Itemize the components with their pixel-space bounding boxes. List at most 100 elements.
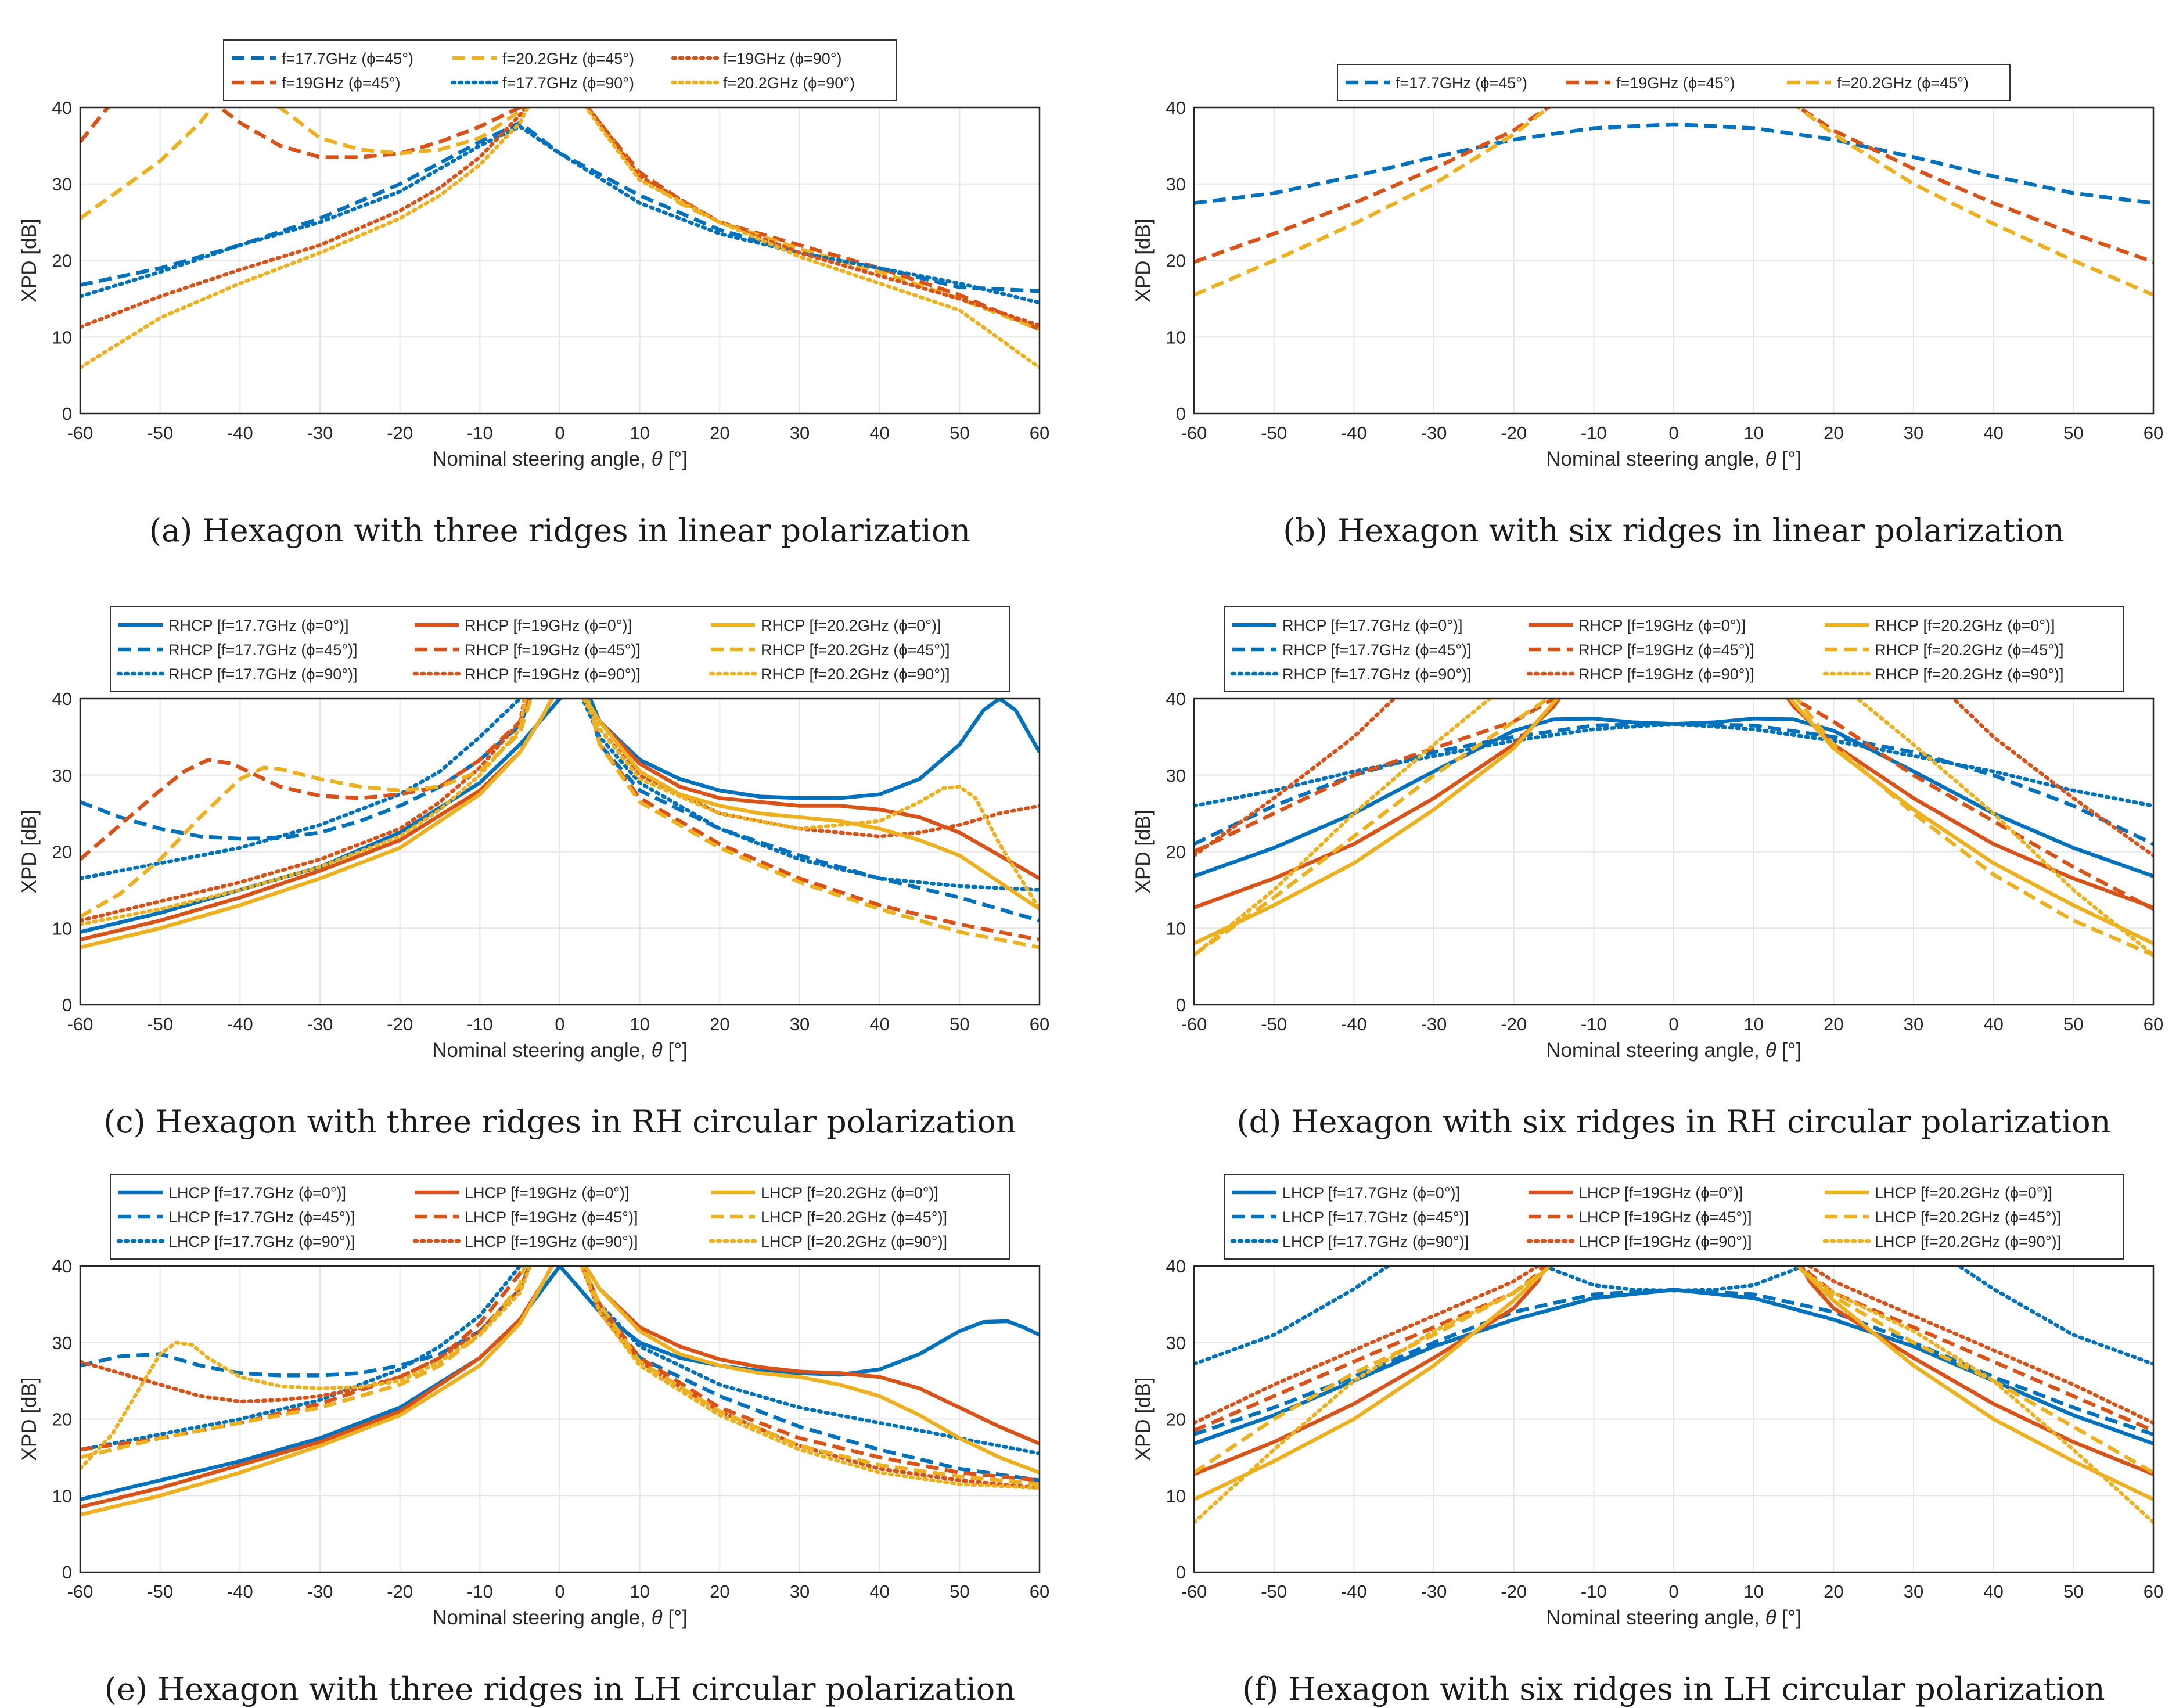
x-axis-label: Nominal steering angle, θ [°] <box>432 1606 688 1629</box>
x-axis-label-prefix: Nominal steering angle, <box>432 1606 646 1629</box>
x-tick-label: -20 <box>1501 1014 1527 1034</box>
legend: f=17.7GHz (ϕ=45°) f=19GHz (ϕ=45°) f=20.2GH… <box>223 39 897 101</box>
x-axis-label-suffix: [°] <box>668 448 687 470</box>
x-tick-label: -60 <box>1181 423 1207 443</box>
series-line-rhcp-f-17-7ghz-90 <box>80 699 1040 892</box>
legend-entry: LHCP [f=19GHz (ϕ=90°)] <box>465 1233 638 1250</box>
legend-entry: LHCP [f=20.2GHz (ϕ=90°)] <box>761 1233 947 1250</box>
panel-e: -60 -50 -40 -30 -20 -10 0 10 20 30 40 50 60 0 10 20 30 40… <box>18 1174 1049 1707</box>
caption: (d) Hexagon with six ridges in RH circul… <box>1237 1103 2111 1140</box>
x-tick-label: 50 <box>950 423 969 443</box>
x-axis-label-symbol: θ <box>652 1039 663 1062</box>
x-axis-label-symbol: θ <box>1765 1039 1776 1062</box>
panel-b: -60 -50 -40 -30 -20 -10 0 10 20 30 40 50 60 0 10 20 30 40… <box>1132 64 2163 549</box>
x-tick-label: 0 <box>555 1014 564 1034</box>
legend-entry: LHCP [f=20.2GHz (ϕ=45°)] <box>761 1209 947 1226</box>
x-tick-label: -10 <box>467 423 493 443</box>
tick-labels: -60 -50 -40 -30 -20 -10 0 10 20 30 40 50 60 0 10 20 30 40 <box>1166 98 2164 443</box>
x-tick-label: -40 <box>227 423 253 443</box>
x-tick-label: 60 <box>1030 1581 1049 1602</box>
plot-lines <box>80 699 1040 950</box>
legend: LHCP [f=17.7GHz (ϕ=0°)] LHCP [f=17.7GHz (… <box>110 1174 1010 1260</box>
x-tick-label: -50 <box>147 1581 173 1602</box>
series-line-f-17-7ghz-90 <box>80 124 1040 305</box>
series-line-rhcp-f-19ghz-90 <box>1194 699 2153 858</box>
series-line-f-20-2ghz-90 <box>80 107 1040 370</box>
y-tick-label: 20 <box>52 842 72 862</box>
x-tick-label: -20 <box>387 1014 413 1034</box>
x-tick-label: 60 <box>1030 1014 1049 1034</box>
series-line-f-19ghz-45 <box>80 107 1040 332</box>
axes-box <box>79 106 1041 415</box>
y-tick-label: 30 <box>1166 1333 1186 1353</box>
legend-entry: RHCP [f=17.7GHz (ϕ=45°)] <box>168 641 358 659</box>
y-tick-label: 10 <box>1166 918 1186 938</box>
x-tick-label: 60 <box>1030 423 1049 443</box>
x-tick-label: -30 <box>1421 1014 1447 1034</box>
caption: (b) Hexagon with six ridges in linear po… <box>1283 512 2065 549</box>
legend-entry: RHCP [f=17.7GHz (ϕ=45°)] <box>1282 641 1472 659</box>
x-tick-label: 50 <box>2063 1581 2083 1602</box>
panel-f: -60 -50 -40 -30 -20 -10 0 10 20 30 40 50 60 0 10 20 30 40… <box>1132 1174 2163 1707</box>
x-tick-label: 40 <box>869 423 889 443</box>
x-axis-label: Nominal steering angle, θ [°] <box>1546 448 1801 470</box>
x-tick-label: 0 <box>1668 423 1678 443</box>
series-line-rhcp-f-19ghz-0 <box>80 699 1040 942</box>
y-tick-label: 0 <box>1176 995 1186 1015</box>
legend-entry: LHCP [f=17.7GHz (ϕ=90°)] <box>1282 1233 1469 1250</box>
axes-box <box>1193 106 2155 415</box>
grid <box>1193 1265 2154 1573</box>
series-line-lhcp-f-20-2ghz-90 <box>1194 1266 2153 1524</box>
caption: (a) Hexagon with three ridges in linear … <box>149 512 970 549</box>
x-axis-label-symbol: θ <box>652 1606 663 1629</box>
x-tick-label: 60 <box>2144 1581 2163 1602</box>
tick-labels: -60 -50 -40 -30 -20 -10 0 10 20 30 40 50 60 0 10 20 30 40 <box>1166 689 2164 1034</box>
legend-entry: LHCP [f=20.2GHz (ϕ=45°)] <box>1875 1209 2061 1226</box>
legend-entry: f=17.7GHz (ϕ=45°) <box>1396 74 1527 92</box>
x-tick-label: -30 <box>1421 423 1447 443</box>
legend: LHCP [f=17.7GHz (ϕ=0°)] LHCP [f=17.7GHz (… <box>1224 1174 2124 1260</box>
caption: (f) Hexagon with six ridges in LH circul… <box>1242 1671 2105 1707</box>
y-tick-label: 30 <box>52 174 72 195</box>
legend-entry: RHCP [f=20.2GHz (ϕ=90°)] <box>761 666 950 683</box>
x-tick-label: 0 <box>555 423 564 443</box>
y-tick-label: 30 <box>52 1333 72 1353</box>
y-tick-label: 0 <box>62 995 72 1015</box>
axes-box <box>1193 1265 2155 1573</box>
x-axis-label-suffix: [°] <box>1782 1039 1801 1062</box>
x-tick-label: 30 <box>1904 423 1923 443</box>
legend-entry: RHCP [f=19GHz (ϕ=90°)] <box>1578 666 1754 683</box>
x-axis-label: Nominal steering angle, θ [°] <box>1546 1606 1801 1629</box>
legend-entry: LHCP [f=20.2GHz (ϕ=90°)] <box>1875 1233 2061 1250</box>
x-axis-label: Nominal steering angle, θ [°] <box>1546 1039 1801 1062</box>
series-line-rhcp-f-17-7ghz-0 <box>80 699 1040 934</box>
y-tick-label: 10 <box>1166 327 1186 347</box>
x-axis-label-prefix: Nominal steering angle, <box>1546 1606 1760 1629</box>
legend-entry: RHCP [f=17.7GHz (ϕ=90°)] <box>1282 666 1472 683</box>
x-tick-label: 50 <box>2063 423 2083 443</box>
x-tick-label: -60 <box>67 1581 93 1602</box>
x-axis-label-prefix: Nominal steering angle, <box>432 448 646 470</box>
y-tick-label: 20 <box>1166 1409 1186 1430</box>
series-line-f-19ghz-90 <box>80 107 1040 329</box>
axes-box <box>1193 697 2155 1006</box>
x-tick-label: 20 <box>710 1581 729 1602</box>
panel-d: -60 -50 -40 -30 -20 -10 0 10 20 30 40 50 60 0 10 20 30 40… <box>1132 606 2164 1140</box>
series-line-lhcp-f-20-2ghz-0 <box>1194 1266 2153 1501</box>
x-tick-label: -10 <box>1581 1581 1607 1602</box>
x-tick-label: -20 <box>387 1581 413 1602</box>
y-tick-label: 10 <box>52 918 72 938</box>
legend-box <box>1224 606 2124 692</box>
series-line-lhcp-f-17-7ghz-90 <box>80 1266 1040 1456</box>
y-axis-label: XPD [dB] <box>1132 1378 1155 1461</box>
legend-box <box>110 1174 1010 1260</box>
y-tick-label: 40 <box>1166 1256 1186 1276</box>
tick-labels: -60 -50 -40 -30 -20 -10 0 10 20 30 40 50 60 0 10 20 30 40 <box>1166 1256 2164 1602</box>
x-tick-label: -30 <box>307 423 333 443</box>
grid <box>80 1265 1040 1573</box>
legend-box <box>110 606 1010 692</box>
series-line-f-17-7ghz-45 <box>1194 122 2153 205</box>
x-tick-label: 30 <box>1904 1014 1923 1034</box>
y-tick-label: 10 <box>1166 1486 1186 1506</box>
series-line-rhcp-f-20-2ghz-90 <box>1194 699 2153 957</box>
